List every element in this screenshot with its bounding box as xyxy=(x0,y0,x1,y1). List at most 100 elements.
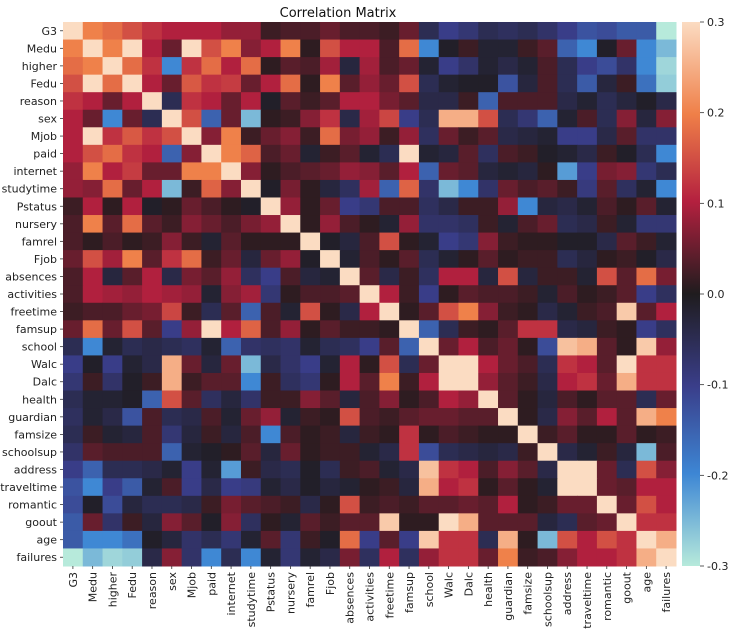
heatmap-cell xyxy=(320,197,341,216)
heatmap-cell xyxy=(280,127,301,146)
heatmap-cell xyxy=(359,250,380,269)
heatmap-cell xyxy=(636,144,657,163)
heatmap-cell xyxy=(240,162,262,181)
heatmap-cell xyxy=(656,22,677,41)
heatmap-cell xyxy=(201,513,222,532)
heatmap-cell xyxy=(142,302,163,321)
heatmap-cell xyxy=(478,197,499,216)
heatmap-cell xyxy=(478,530,499,549)
heatmap-cell xyxy=(142,320,163,339)
heatmap-cell xyxy=(161,267,183,286)
heatmap-cell xyxy=(122,162,143,181)
heatmap-cell xyxy=(201,548,222,567)
heatmap-cell xyxy=(221,337,242,356)
heatmap-cell xyxy=(82,267,104,286)
heatmap-cell xyxy=(498,57,519,76)
heatmap-cell xyxy=(280,22,301,41)
heatmap-cell xyxy=(300,460,321,479)
heatmap-cell xyxy=(517,478,539,497)
x-tick-label: famsup xyxy=(403,572,416,613)
heatmap-cell xyxy=(537,232,558,251)
heatmap-cell xyxy=(379,390,400,409)
heatmap-cell xyxy=(339,92,361,111)
heatmap-cell xyxy=(458,495,479,514)
heatmap-cell xyxy=(616,179,637,198)
heatmap-cell xyxy=(260,302,282,321)
heatmap-cell xyxy=(201,162,222,181)
heatmap-cell xyxy=(201,320,222,339)
heatmap-cell xyxy=(359,109,380,128)
heatmap-cell xyxy=(557,250,578,269)
heatmap-cell xyxy=(280,250,301,269)
heatmap-cell xyxy=(399,57,420,76)
heatmap-cell xyxy=(260,197,282,216)
heatmap-cell xyxy=(240,548,262,567)
heatmap-cell xyxy=(280,478,301,497)
heatmap-cell xyxy=(300,495,321,514)
heatmap-cell xyxy=(181,495,202,514)
heatmap-cell xyxy=(498,144,519,163)
heatmap-cell xyxy=(63,355,84,374)
heatmap-cell xyxy=(636,302,657,321)
heatmap-cell xyxy=(300,92,321,111)
heatmap-cell xyxy=(557,408,578,427)
heatmap-cell xyxy=(221,39,242,58)
y-tick-label: famsize xyxy=(14,428,57,441)
heatmap-cell xyxy=(636,320,657,339)
heatmap-cell xyxy=(577,144,598,163)
heatmap-cell xyxy=(221,460,242,479)
heatmap-cell xyxy=(596,337,618,356)
heatmap-cell xyxy=(379,74,400,93)
heatmap-cell xyxy=(280,443,301,462)
heatmap-cell xyxy=(260,372,282,392)
x-tick-label: Walc xyxy=(443,572,456,598)
heatmap-cell xyxy=(438,22,459,41)
heatmap-cell xyxy=(458,478,479,497)
heatmap-cell xyxy=(181,57,202,76)
heatmap-cell xyxy=(656,460,677,479)
y-tick-label: famrel xyxy=(22,235,57,248)
heatmap-cell xyxy=(240,443,262,462)
heatmap-cell xyxy=(616,355,637,374)
heatmap-cell xyxy=(577,425,598,444)
heatmap-cell xyxy=(339,144,361,163)
heatmap-cell xyxy=(458,302,479,321)
heatmap-cell xyxy=(557,127,578,146)
x-tick-label: goout xyxy=(621,571,634,603)
heatmap-cell xyxy=(221,162,242,181)
heatmap-cell xyxy=(63,337,84,356)
heatmap-cell xyxy=(458,74,479,93)
heatmap-cell xyxy=(557,337,578,356)
heatmap-cell xyxy=(359,460,380,479)
x-tick-label: schoolsup xyxy=(541,572,554,627)
heatmap-cell xyxy=(498,530,519,549)
heatmap-cell xyxy=(240,39,262,58)
heatmap-cell xyxy=(122,390,143,409)
heatmap-cell xyxy=(320,215,341,234)
heatmap-cell xyxy=(320,267,341,286)
heatmap-cell xyxy=(458,197,479,216)
x-tick-label: guardian xyxy=(502,572,515,621)
y-tick-label: failures xyxy=(17,551,58,564)
heatmap-cell xyxy=(478,495,499,514)
x-tick-label: nursery xyxy=(284,572,297,614)
heatmap-cell xyxy=(616,127,637,146)
heatmap-cell xyxy=(498,162,519,181)
heatmap-cell xyxy=(339,22,361,41)
heatmap-cell xyxy=(142,425,163,444)
heatmap-cell xyxy=(656,144,677,163)
heatmap-cell xyxy=(557,425,578,444)
heatmap-cell xyxy=(458,162,479,181)
heatmap-cell xyxy=(221,548,242,567)
heatmap-cell xyxy=(359,513,380,532)
heatmap-cell xyxy=(339,232,361,251)
y-tick-label: guardian xyxy=(8,411,57,424)
heatmap-cell xyxy=(656,250,677,269)
heatmap-cell xyxy=(478,478,499,497)
heatmap-cell xyxy=(537,215,558,234)
heatmap-cell xyxy=(339,425,361,444)
heatmap-cell xyxy=(557,530,578,549)
heatmap-cell xyxy=(260,425,282,444)
heatmap-cell xyxy=(517,179,539,198)
heatmap-cell xyxy=(280,92,301,111)
